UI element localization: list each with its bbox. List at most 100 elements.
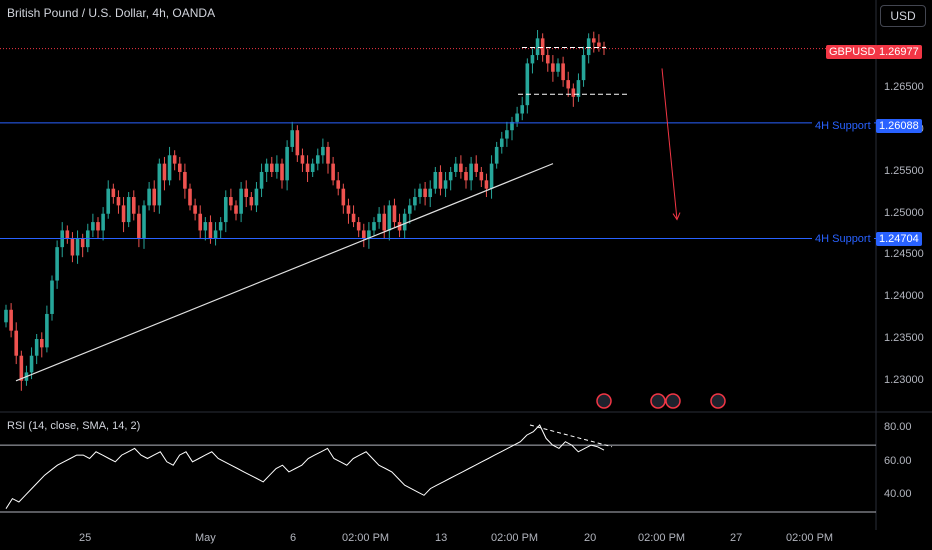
candle-body (551, 63, 555, 72)
candle-body (581, 55, 586, 81)
candle (177, 156, 182, 181)
candle (65, 225, 70, 244)
candle (561, 56, 565, 87)
candle (321, 138, 325, 164)
candle (515, 106, 519, 127)
forecast-arrow (661, 68, 678, 220)
support-price-tag-2: 1.24704 (876, 232, 922, 246)
candle-body (346, 205, 351, 214)
candle (453, 156, 458, 177)
candle (510, 116, 514, 141)
candle-body (310, 163, 315, 172)
support-label-1: 4H Support (812, 119, 874, 133)
candle (229, 188, 233, 211)
candle-body (157, 163, 162, 206)
candle-body (494, 146, 499, 164)
candle-body (413, 197, 417, 206)
candle-body (351, 213, 356, 223)
candle-body (305, 163, 310, 172)
candle (305, 155, 310, 182)
event-icon-1 (596, 393, 612, 409)
candle-body (19, 355, 24, 381)
candle (75, 230, 80, 264)
candle-body (591, 38, 596, 43)
candle-body (474, 163, 479, 172)
candle (60, 222, 65, 258)
time-tick-label: 02:00 PM (638, 532, 686, 544)
candle (39, 332, 44, 358)
candle-body (177, 163, 182, 172)
candle (101, 207, 105, 241)
candle (50, 275, 54, 321)
candle (315, 148, 320, 171)
candle-body (459, 163, 463, 172)
candle (576, 73, 581, 102)
candle-body (275, 163, 279, 172)
candle (382, 205, 387, 239)
candle-body (295, 130, 300, 156)
candle-body (392, 205, 397, 223)
candle-body (372, 222, 376, 231)
candle-body (234, 205, 238, 214)
candle-body (152, 188, 157, 206)
price-tick-label: 1.25000 (884, 206, 924, 219)
candle-body (315, 155, 320, 164)
grid (0, 0, 932, 530)
candle (80, 233, 85, 258)
candle (392, 198, 397, 228)
candle-body (448, 171, 453, 181)
candle (525, 58, 530, 114)
candle (428, 180, 433, 208)
time-tick-label: 25 (79, 532, 92, 544)
candle (264, 158, 269, 182)
candle (152, 180, 157, 213)
candle (4, 304, 8, 328)
candle-body (300, 155, 305, 164)
time-tick-label: 27 (730, 532, 743, 544)
candle-body (65, 230, 70, 239)
candle-body (597, 42, 601, 47)
candle-body (101, 213, 105, 231)
candle-body (167, 155, 172, 181)
candle (254, 182, 259, 213)
candle-body (499, 138, 504, 147)
currency-button[interactable]: USD (880, 5, 926, 27)
price-tick-label: 1.25500 (884, 164, 924, 177)
candle (167, 146, 172, 186)
candle-body (566, 80, 571, 89)
candle-body (4, 309, 8, 323)
candle-body (510, 121, 514, 131)
candle-body (525, 63, 530, 106)
candle (137, 205, 141, 248)
price-tick-label: 1.24000 (884, 290, 924, 303)
candle-body (530, 55, 535, 64)
candle-body (126, 197, 131, 223)
candle-body (290, 130, 295, 147)
candle-body (116, 197, 121, 206)
candle-body (520, 105, 525, 114)
time-tick-label: 13 (435, 532, 448, 544)
candle (208, 215, 213, 244)
price-tick-label: 1.26500 (884, 81, 924, 94)
candle (474, 155, 479, 177)
candle (244, 180, 249, 208)
candle-body (576, 80, 581, 97)
price-tick-label: 1.23000 (884, 373, 924, 386)
candle-body (223, 197, 228, 223)
candle (203, 217, 208, 241)
candle-body (367, 230, 371, 239)
candle (147, 182, 151, 211)
candle-body (377, 213, 381, 223)
candle (188, 183, 192, 211)
candle (14, 322, 19, 365)
candle-body (321, 146, 325, 156)
candle-body (162, 163, 167, 181)
candle (377, 207, 381, 229)
candle (295, 125, 300, 162)
candle-body (39, 339, 44, 348)
candle-body (515, 113, 519, 122)
candle (336, 171, 341, 196)
candle-body (361, 230, 366, 239)
candle (494, 141, 499, 169)
